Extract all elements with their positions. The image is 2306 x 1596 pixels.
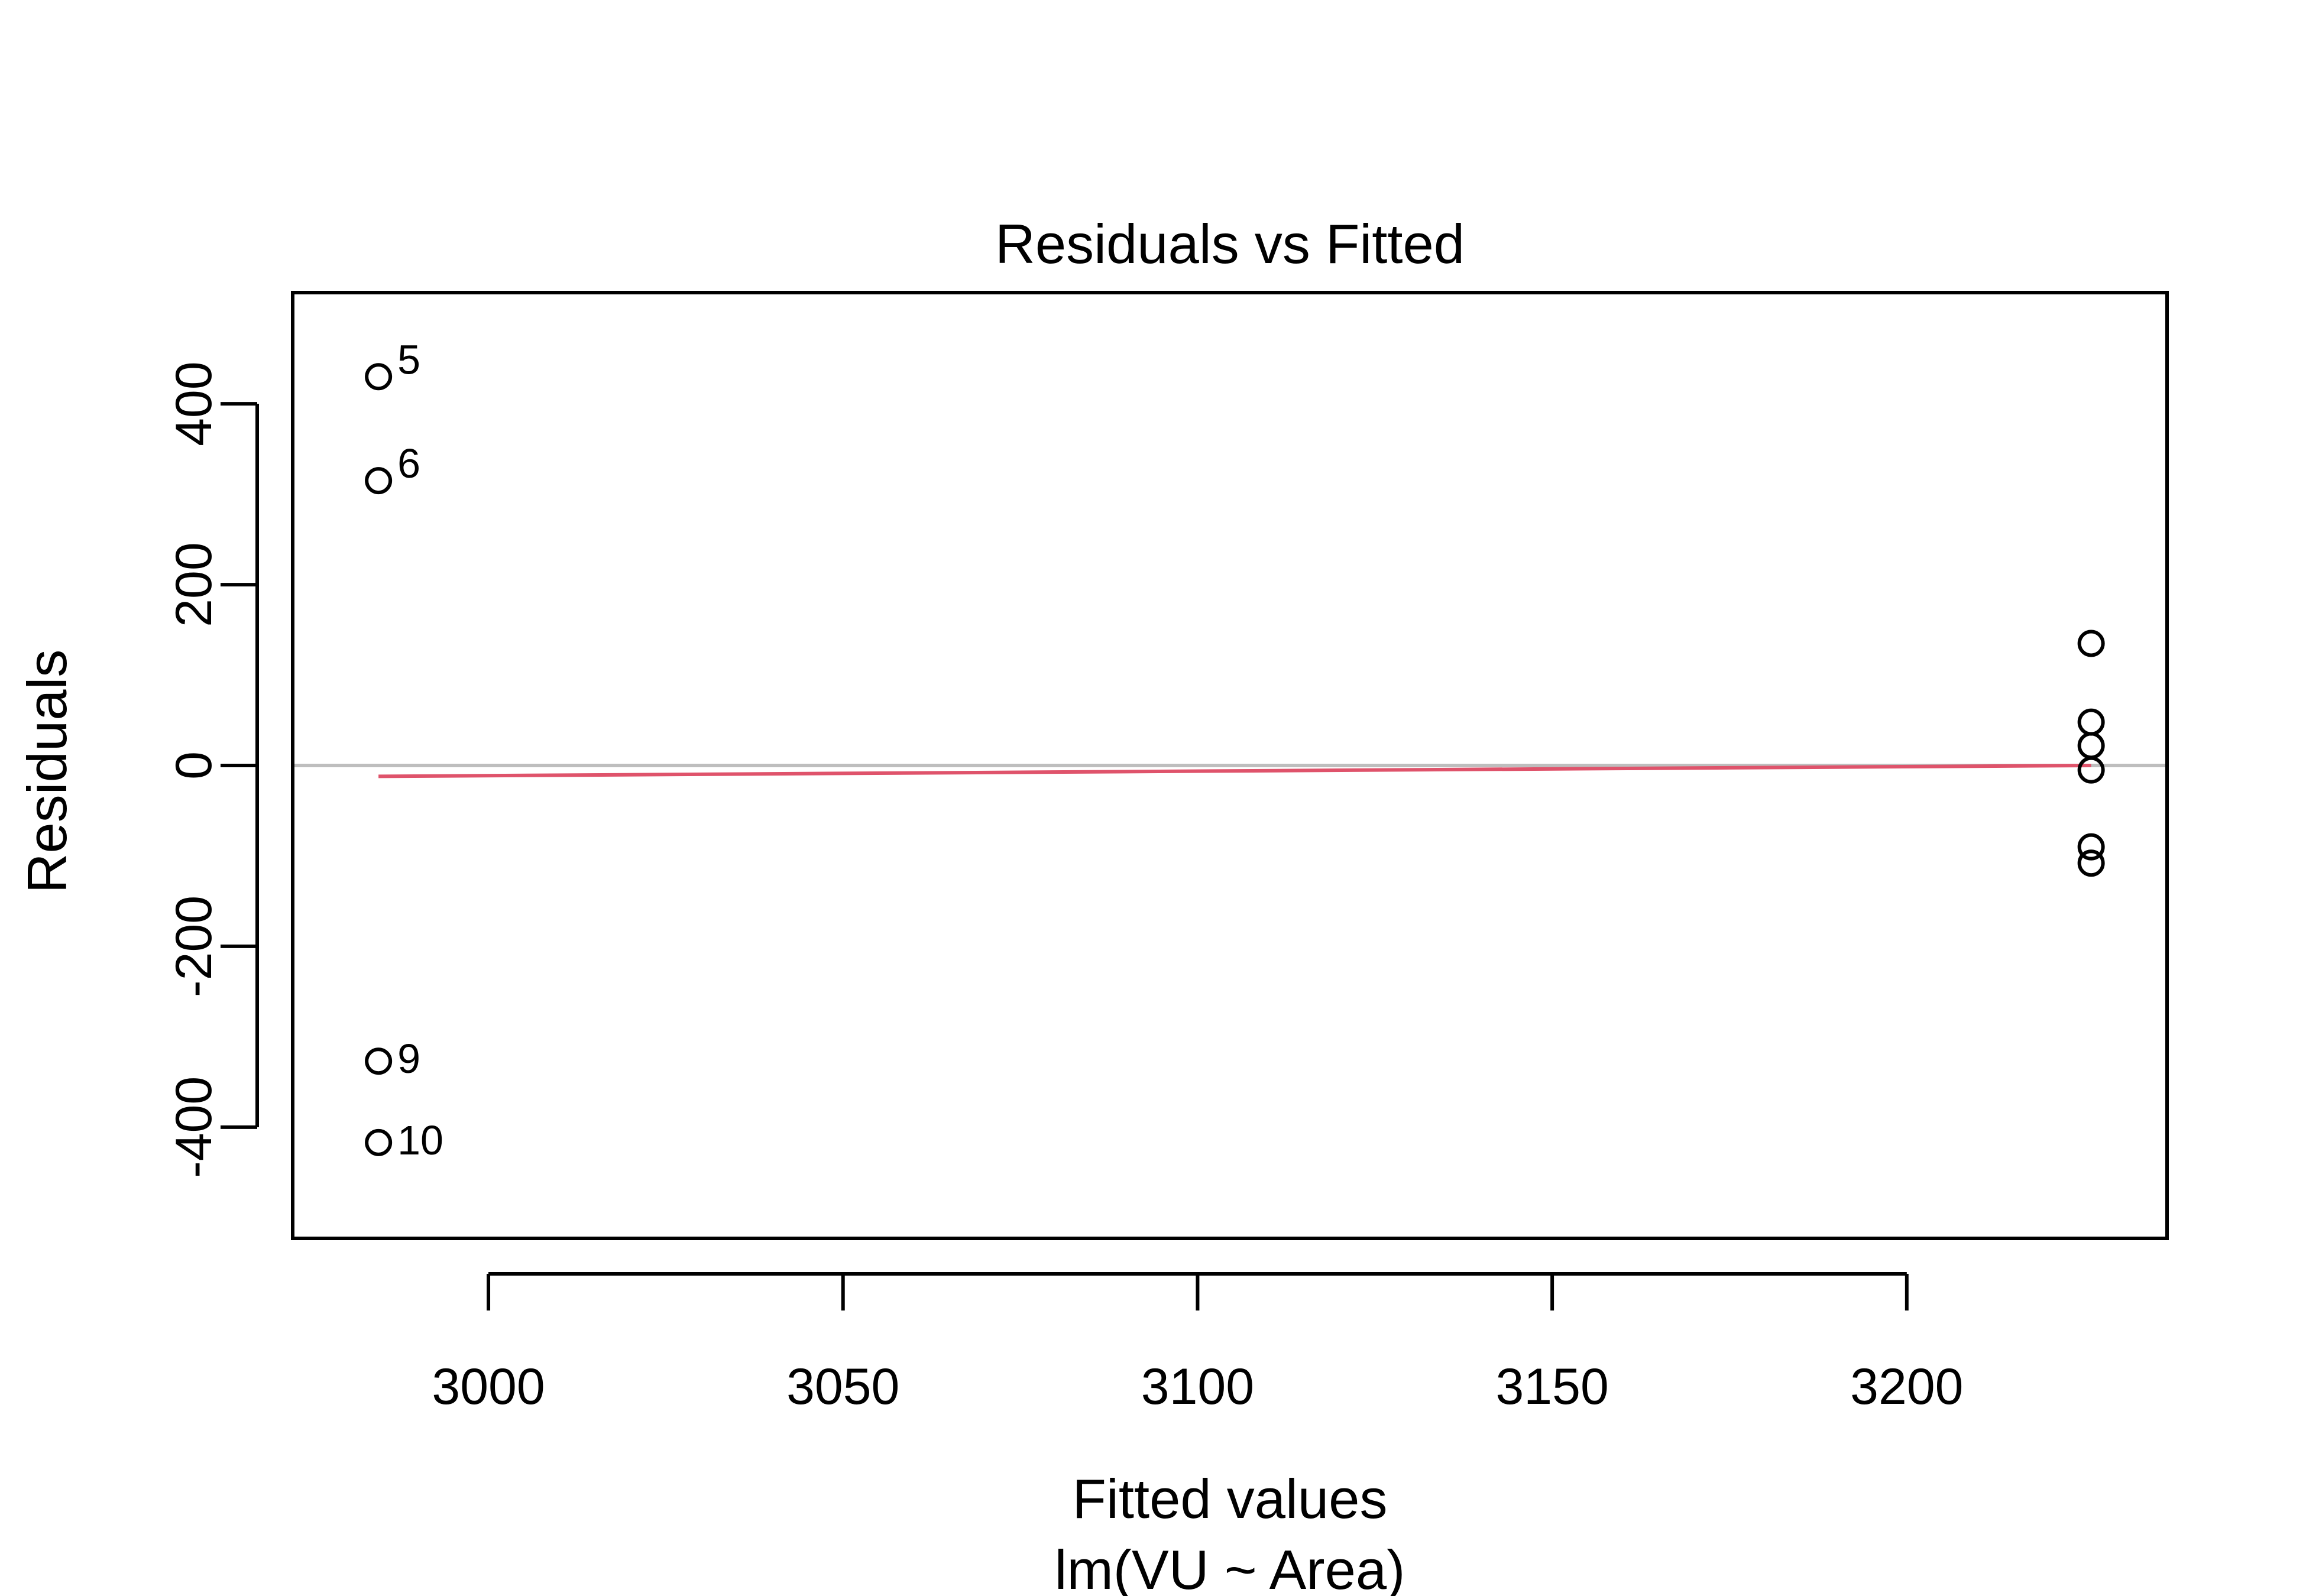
x-axis-title: Fitted values xyxy=(1073,1468,1388,1530)
data-point xyxy=(365,363,393,391)
y-tick-label: 200 xyxy=(166,542,222,627)
x-tick-label: 3050 xyxy=(786,1358,899,1415)
data-point xyxy=(2077,849,2105,877)
x-tick-label: 3150 xyxy=(1495,1358,1608,1415)
y-tick-label: 0 xyxy=(166,751,222,780)
x-axis: 3000 3050 3100 3150 3200 xyxy=(432,1272,1963,1415)
x-tick-label: 3100 xyxy=(1141,1358,1254,1415)
smooth-line xyxy=(378,764,2091,778)
point-label: 6 xyxy=(397,440,420,486)
point-label: 10 xyxy=(397,1117,443,1163)
data-point xyxy=(2077,833,2105,861)
chart-title: Residuals vs Fitted xyxy=(995,213,1465,275)
data-point xyxy=(365,467,393,495)
x-axis-subtitle: lm(VU ~ Area) xyxy=(1055,1539,1405,1596)
y-tick-label: 400 xyxy=(166,361,222,446)
points-layer: 5 6 9 10 xyxy=(365,336,2105,1163)
y-tick-label: -200 xyxy=(166,896,222,997)
data-point xyxy=(365,1047,393,1075)
x-tick-label: 3200 xyxy=(1850,1358,1963,1415)
data-point xyxy=(2077,732,2105,760)
data-point xyxy=(2077,756,2105,784)
plot-area: 5 6 9 10 xyxy=(291,291,2169,1240)
point-label: 5 xyxy=(397,336,420,382)
y-tick-label: -400 xyxy=(166,1076,222,1178)
y-axis: -400 -200 0 200 400 xyxy=(166,361,259,1178)
x-tick-label: 3000 xyxy=(432,1358,545,1415)
data-point xyxy=(2077,708,2105,736)
data-point xyxy=(2077,630,2105,657)
point-label: 9 xyxy=(397,1036,420,1082)
y-axis-title: Residuals xyxy=(16,650,78,894)
plot-frame xyxy=(291,291,2169,1240)
data-point xyxy=(365,1128,393,1156)
